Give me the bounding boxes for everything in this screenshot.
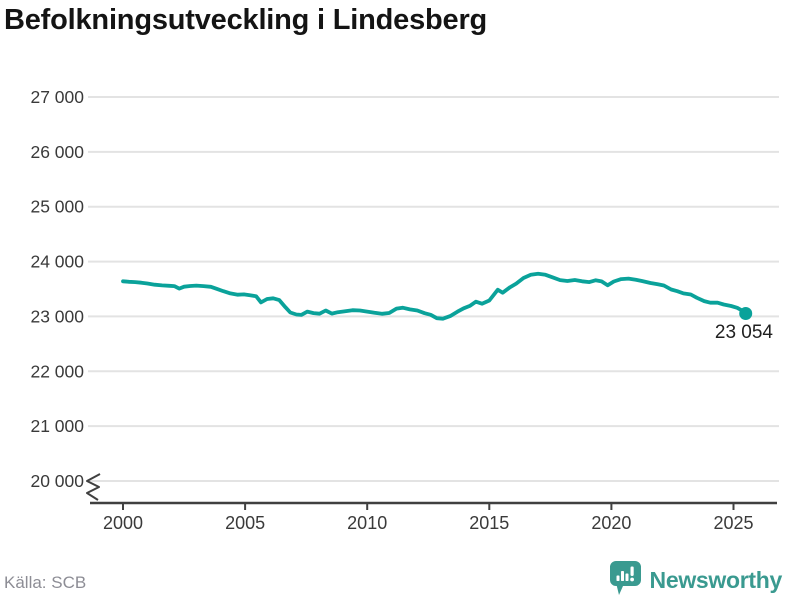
x-axis: 2000 2005 2010 2015 2020 2025: [86, 473, 777, 533]
y-tick-label: 25 000: [30, 197, 84, 217]
end-value-label: 23 054: [715, 322, 774, 343]
y-tick-label: 22 000: [30, 361, 84, 381]
y-tick-label: 23 000: [30, 306, 84, 326]
x-tick-label: 2015: [469, 513, 509, 533]
y-tick-label: 27 000: [30, 87, 84, 107]
population-series-line: [121, 271, 748, 321]
newsworthy-wordmark: Newsworthy: [649, 567, 783, 593]
y-axis-tick-labels: 20 000 21 000 22 000 23 000 24 000 25 000 26 0…: [30, 87, 84, 491]
x-tick-label: 2010: [347, 513, 387, 533]
y-tick-label: 26 000: [30, 142, 84, 162]
y-tick-label: 20 000: [30, 471, 84, 491]
source-label: Källa: SCB: [4, 573, 87, 592]
series-end-dot: [739, 306, 753, 320]
x-tick-label: 2025: [713, 513, 753, 533]
x-tick-label: 2005: [225, 513, 265, 533]
chart-title: Befolkningsutveckling i Lindesberg: [4, 4, 488, 36]
axis-break-icon: [86, 473, 101, 501]
gridlines: [88, 96, 779, 482]
newsworthy-chart-bubble-icon: [609, 560, 642, 601]
newsworthy-logo: Newsworthy: [609, 560, 782, 601]
x-tick-label: 2000: [103, 513, 143, 533]
x-tick-label: 2020: [591, 513, 631, 533]
y-tick-label: 21 000: [30, 416, 84, 436]
y-tick-label: 24 000: [30, 252, 84, 272]
